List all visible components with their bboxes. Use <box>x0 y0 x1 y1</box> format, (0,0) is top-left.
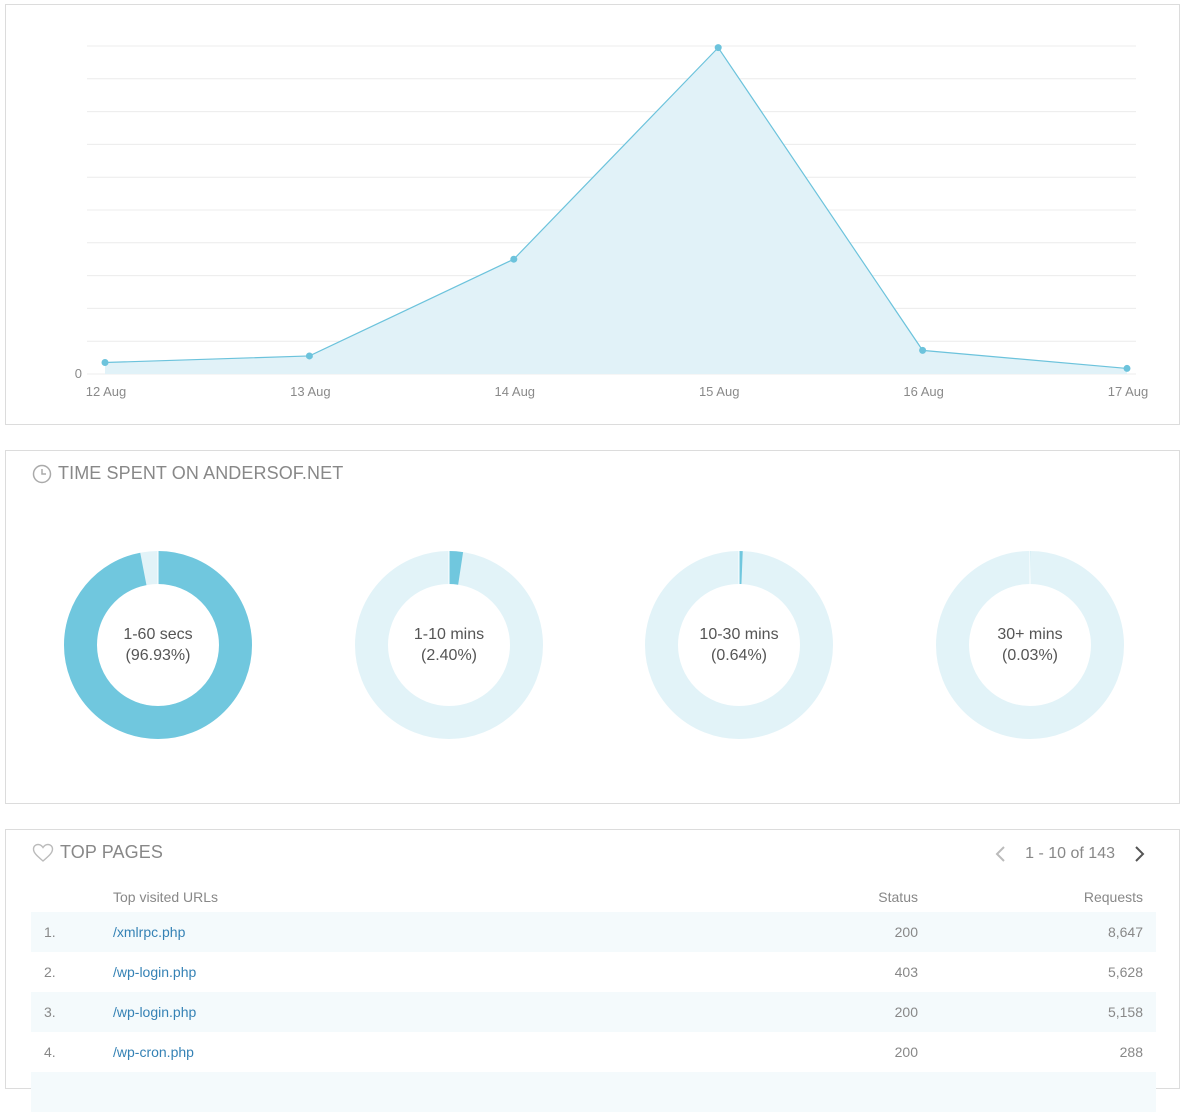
row-status: 200 <box>768 912 918 952</box>
series-area <box>105 47 1127 374</box>
x-tick-label: 12 Aug <box>86 384 127 399</box>
chevron-left-icon[interactable] <box>991 844 1011 864</box>
data-point <box>510 255 518 263</box>
column-header-number <box>31 882 113 912</box>
data-point <box>1123 364 1131 372</box>
donut-label: 10-30 mins <box>699 626 779 643</box>
data-point <box>919 346 927 354</box>
row-number: 4. <box>44 1044 56 1060</box>
donut-label: 30+ mins <box>997 626 1063 643</box>
heart-icon <box>32 843 54 863</box>
chevron-right-icon[interactable] <box>1129 844 1149 864</box>
x-tick-label: 17 Aug <box>1108 384 1149 399</box>
donut-percent: (96.93%) <box>125 647 191 664</box>
data-point <box>101 359 109 367</box>
pagination-text: 1 - 10 of 143 <box>1025 845 1115 862</box>
donut-1-10-mins: 1-10 mins (2.40%) <box>354 550 544 740</box>
table-row: 4. /wp-cron.php 200 288 <box>31 1032 1156 1072</box>
visits-chart-panel: 0 12 Aug 13 Aug 14 Aug 15 Aug 16 Aug 17 Aug <box>5 4 1180 425</box>
row-requests: 5,628 <box>1107 964 1143 980</box>
top-pages-table: Top visited URLs Status Requests 1. /xml… <box>31 882 1156 1112</box>
pagination: 1 - 10 of 143 <box>991 844 1149 864</box>
top-pages-header: TOP PAGES <box>32 842 163 863</box>
url-link[interactable]: /xmlrpc.php <box>113 924 186 940</box>
visits-chart: 0 12 Aug 13 Aug 14 Aug 15 Aug 16 Aug 17 Aug <box>75 44 1149 399</box>
url-link[interactable]: /wp-login.php <box>113 964 197 980</box>
time-spent-title: TIME SPENT ON ANDERSOF.NET <box>58 463 344 483</box>
row-number: 2. <box>44 964 56 980</box>
series-line <box>104 46 1128 370</box>
data-point <box>305 352 313 360</box>
url-link[interactable]: /wp-cron.php <box>113 1044 194 1060</box>
donut-10-30-mins: 10-30 mins (0.64%) <box>644 550 834 740</box>
url-link[interactable]: /wp-login.php <box>113 1004 197 1020</box>
x-tick-label: 16 Aug <box>903 384 944 399</box>
clock-icon <box>32 464 52 484</box>
row-status: 200 <box>768 992 918 1032</box>
donut-percent: (2.40%) <box>420 647 478 664</box>
y-tick-label: 0 <box>75 366 82 381</box>
column-header-url: Top visited URLs <box>113 889 219 905</box>
row-status: 403 <box>894 964 918 980</box>
row-requests: 5,158 <box>918 992 1156 1032</box>
table-header-row: Top visited URLs Status Requests <box>31 882 1156 912</box>
table-row: 1. /xmlrpc.php 200 8,647 <box>31 912 1156 952</box>
x-tick-label: 15 Aug <box>699 384 740 399</box>
row-requests: 288 <box>1119 1044 1143 1060</box>
top-pages-panel: TOP PAGES 1 - 10 of 143 Top visited URLs… <box>5 829 1180 1112</box>
donut-label: 1-60 secs <box>123 626 193 643</box>
donut-label: 1-10 mins <box>413 626 485 643</box>
column-header-requests: Requests <box>1083 889 1143 905</box>
table-row: 2. /wp-login.php 403 5,628 <box>31 952 1156 992</box>
time-spent-panel: TIME SPENT ON ANDERSOF.NET 1-60 secs (96… <box>5 450 1180 804</box>
top-pages-title: TOP PAGES <box>60 842 163 862</box>
time-spent-header: TIME SPENT ON ANDERSOF.NET <box>32 463 343 484</box>
table-row: 3. /wp-login.php 200 5,158 <box>31 992 1156 1032</box>
row-number: 3. <box>31 992 113 1032</box>
data-point <box>714 44 722 52</box>
table-row <box>31 1072 1156 1112</box>
donut-percent: (0.03%) <box>1001 647 1059 664</box>
x-tick-label: 13 Aug <box>290 384 331 399</box>
donut-30-plus-mins: 30+ mins (0.03%) <box>935 550 1125 740</box>
row-status: 200 <box>894 1044 918 1060</box>
donut-1-60-secs: 1-60 secs (96.93%) <box>63 550 253 740</box>
x-tick-label: 14 Aug <box>495 384 536 399</box>
column-header-status: Status <box>878 889 918 905</box>
row-number: 1. <box>31 912 113 952</box>
row-requests: 8,647 <box>918 912 1156 952</box>
donut-percent: (0.64%) <box>710 647 768 664</box>
